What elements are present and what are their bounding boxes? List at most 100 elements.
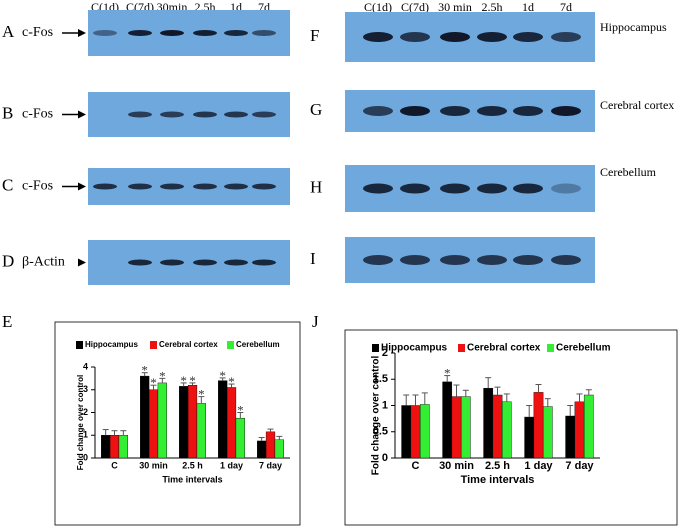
bar: [451, 396, 462, 459]
blot-band: [252, 259, 276, 266]
blot-band: [477, 32, 507, 42]
blot-band: [93, 30, 117, 36]
panel-letter: D: [2, 251, 14, 270]
panel-letter: I: [310, 249, 316, 268]
arrow-head: [78, 182, 86, 191]
bar: [410, 405, 421, 459]
x-tick-label: 7 day: [259, 460, 282, 470]
legend-swatch: [458, 344, 465, 352]
panel-letter: C: [2, 175, 13, 194]
x-tick-label: 7 day: [565, 460, 594, 472]
bar: [196, 403, 206, 459]
blot-band: [128, 111, 152, 118]
y-tick-label: 1: [83, 430, 88, 440]
panel-letter: B: [2, 103, 13, 122]
arrow-head: [78, 29, 86, 37]
x-tick-label: 1 day: [220, 460, 243, 470]
panel-letter: A: [2, 22, 15, 41]
bar: [492, 394, 503, 459]
legend-label: Cerebral cortex: [159, 340, 218, 349]
blot-band: [551, 255, 581, 265]
significance-mark: *: [219, 368, 226, 383]
bar: [442, 381, 453, 459]
blot-band: [513, 255, 543, 265]
blot-band: [193, 183, 217, 190]
bar: [218, 380, 228, 459]
significance-mark: *: [444, 366, 451, 381]
x-axis-title: Time intervals: [162, 474, 222, 484]
blot-band: [160, 183, 184, 190]
blot-band: [513, 106, 543, 116]
x-tick-label: 30 min: [139, 460, 168, 470]
bar: [565, 415, 576, 459]
legend-label: Cerebral cortex: [467, 343, 541, 354]
y-tick-label: 2: [83, 407, 88, 417]
bar: [235, 417, 245, 459]
bar: [148, 389, 159, 459]
y-tick-label: 2: [382, 347, 388, 359]
blot-band: [477, 106, 507, 116]
x-tick-label: 1 day: [524, 460, 553, 472]
blot-band: [440, 106, 470, 116]
blot-band: [160, 259, 184, 266]
blot-band: [224, 30, 248, 36]
blot-band: [513, 32, 543, 42]
lane-label: 1d: [522, 0, 534, 14]
y-tick-label: 0.5: [373, 426, 388, 438]
blot-band: [160, 111, 184, 118]
blot-label: c-Fos: [22, 179, 53, 194]
blot-band: [224, 259, 248, 266]
blot-band: [400, 183, 430, 194]
bar: [101, 435, 111, 459]
blot-band: [128, 30, 152, 36]
bar: [583, 394, 594, 459]
blot-band: [551, 32, 581, 42]
lane-label: 30 min: [438, 0, 472, 14]
blot-band: [193, 30, 217, 36]
legend-swatch: [76, 341, 83, 349]
blot-band: [252, 183, 276, 190]
chart-frame: [54, 321, 301, 526]
significance-mark: *: [141, 363, 148, 378]
blot-label: β-Actin: [22, 255, 65, 270]
bar: [524, 416, 535, 459]
x-tick-label: 2.5 h: [182, 460, 203, 470]
blot-band: [477, 255, 507, 265]
blot-band: [513, 183, 543, 194]
x-tick-label: 2.5 h: [485, 460, 510, 472]
significance-mark: *: [237, 402, 244, 417]
blot-band: [193, 111, 217, 118]
blot-band: [252, 111, 276, 118]
blot-band: [224, 111, 248, 118]
lane-label: 7d: [560, 0, 572, 14]
legend-swatch: [150, 341, 157, 349]
blot-band: [551, 106, 581, 116]
blot-label: c-Fos: [22, 107, 53, 122]
bar: [501, 401, 512, 459]
legend-swatch: [372, 344, 379, 352]
lane-label: 2.5h: [482, 0, 503, 14]
bar: [274, 439, 284, 459]
blot-band: [363, 255, 393, 265]
bar: [140, 375, 150, 459]
blot-band: [128, 183, 152, 190]
blot-band: [252, 30, 276, 36]
bar: [542, 406, 553, 459]
blot-band: [363, 32, 393, 42]
x-tick-label: C: [412, 460, 420, 472]
y-tick-label: 4: [83, 361, 88, 371]
bar: [574, 401, 585, 459]
bar: [483, 387, 494, 459]
x-tick-label: C: [111, 460, 118, 470]
legend-label: Cerebellum: [556, 343, 611, 354]
panel-letter: J: [312, 312, 319, 331]
bar: [226, 387, 237, 459]
blot-label: Hippocampus: [600, 20, 667, 34]
blot-band: [400, 255, 430, 265]
significance-mark: *: [159, 368, 166, 383]
blot-band: [93, 183, 117, 190]
blot-band: [400, 106, 430, 116]
blot-band: [400, 32, 430, 42]
blot-label: Cerebellum: [600, 165, 657, 179]
blot-band: [363, 183, 393, 194]
